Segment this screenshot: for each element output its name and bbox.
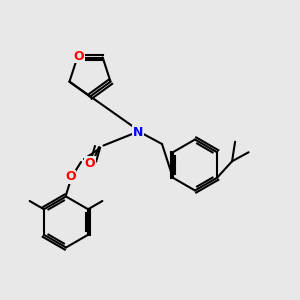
Text: O: O bbox=[74, 50, 84, 62]
Text: O: O bbox=[85, 157, 95, 170]
Text: O: O bbox=[65, 170, 76, 184]
Text: N: N bbox=[133, 125, 143, 139]
